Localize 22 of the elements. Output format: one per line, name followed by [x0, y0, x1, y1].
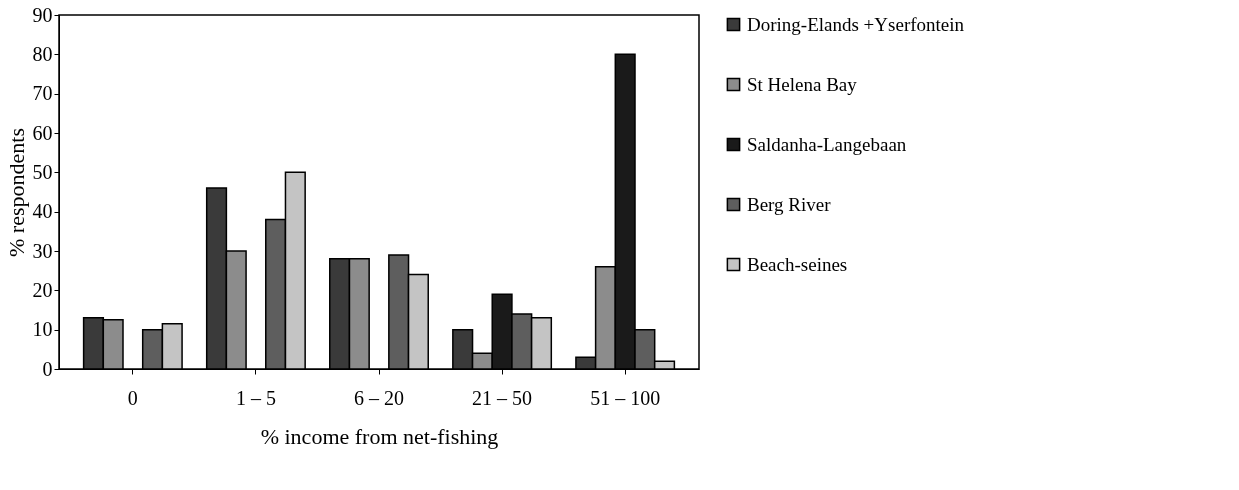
x-axis-title: % income from net-fishing	[260, 423, 499, 449]
y-tick-label: 90	[32, 3, 53, 26]
legend-label: Berg River	[747, 193, 832, 215]
y-tick-label: 80	[32, 42, 53, 65]
x-tick-label: 21 – 50	[472, 386, 533, 409]
y-tick-label: 10	[32, 318, 53, 341]
y-tick-label: 30	[32, 239, 53, 262]
y-tick-label: 50	[32, 160, 53, 183]
y-tick-label: 70	[32, 82, 53, 105]
y-tick-label: 20	[32, 278, 53, 301]
y-tick-label: 60	[32, 121, 53, 144]
x-tick-label: 0	[127, 386, 138, 409]
x-tick-label: 51 – 100	[590, 386, 661, 409]
y-tick-label: 0	[42, 357, 53, 380]
legend-label: Saldanha-Langebaan	[747, 133, 907, 155]
y-axis-title: % respondents	[3, 128, 29, 257]
legend-label: Beach-seines	[747, 253, 848, 275]
legend-label: Doring-Elands +Yserfontein	[747, 13, 965, 35]
y-tick-label: 40	[32, 200, 53, 223]
legend-label: St Helena Bay	[747, 73, 858, 95]
x-tick-label: 6 – 20	[354, 386, 404, 409]
x-tick-label: 1 – 5	[235, 386, 276, 409]
